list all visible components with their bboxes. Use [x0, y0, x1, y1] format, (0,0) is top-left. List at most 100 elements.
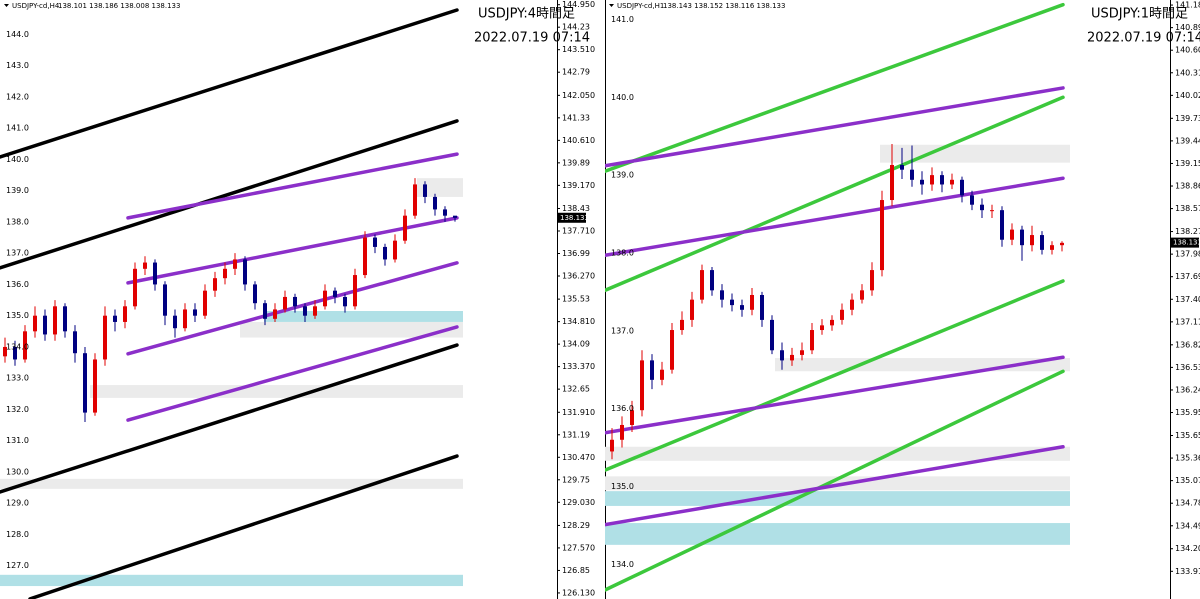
y-tick-label: 134.810: [562, 317, 595, 326]
candle-body: [920, 179, 924, 185]
inner-price-label: 130.0: [6, 467, 29, 476]
candle-body: [393, 240, 397, 260]
inner-price-label: 142.0: [6, 92, 29, 101]
y-tick-label: 126.85: [562, 566, 590, 575]
trend-line: [28, 454, 459, 599]
candle-body: [870, 270, 874, 291]
y-tick-label: 136.240: [1175, 385, 1200, 394]
candle-body: [253, 284, 257, 304]
y-tick-label: 136.270: [562, 271, 595, 280]
last-price-label: 138.133: [1173, 239, 1200, 247]
candle-body: [650, 360, 654, 380]
candle-body: [750, 294, 754, 310]
trend-line: [0, 119, 459, 270]
y-tick-label: 142.79: [562, 68, 590, 77]
candle-body: [213, 278, 217, 291]
trend-line: [605, 369, 1065, 592]
inner-price-label: 141.0: [611, 15, 634, 24]
price-zone: [0, 478, 463, 489]
candle-body: [383, 246, 387, 260]
quote-label: 138.143 138.152 138.116 138.133: [663, 2, 785, 10]
price-zone: [605, 523, 1070, 545]
candle-body: [830, 319, 834, 326]
y-tick-label: 126.130: [562, 588, 595, 597]
y-tick-label: 135.53: [562, 295, 590, 304]
candle-body: [323, 290, 327, 307]
trend-line: [126, 216, 459, 285]
y-tick-label: 133.370: [562, 362, 595, 371]
trend-line: [605, 86, 1065, 168]
y-tick-label: 137.405: [1175, 295, 1200, 304]
candle-body: [930, 175, 934, 185]
candle-body: [143, 262, 147, 269]
candle-body: [3, 346, 7, 357]
y-tick-label: 143.510: [562, 45, 595, 54]
price-zone: [240, 321, 463, 338]
candle-body: [850, 299, 854, 310]
candle-body: [630, 410, 634, 425]
y-tick-label: 134.09: [562, 340, 590, 349]
candle-body: [710, 270, 714, 291]
candle-body: [83, 353, 87, 413]
trend-line: [126, 261, 459, 356]
candle-body: [730, 299, 734, 306]
trend-line: [126, 152, 459, 220]
candle-body: [193, 309, 197, 316]
candle-body: [690, 299, 694, 320]
y-tick-label: 139.440: [1175, 136, 1200, 145]
candle-body: [960, 179, 964, 196]
candle-body: [1060, 242, 1064, 246]
candle-body: [153, 262, 157, 285]
candle-body: [800, 350, 804, 355]
candle-body: [1050, 245, 1054, 250]
inner-price-label: 131.0: [6, 436, 29, 445]
candle-body: [880, 200, 884, 271]
trend-line: [0, 343, 459, 494]
inner-price-label: 137.0: [6, 249, 29, 258]
candle-body: [223, 268, 227, 279]
inner-price-label: 138.0: [611, 248, 634, 257]
candle-body: [640, 360, 644, 411]
dropdown-icon: [4, 4, 9, 7]
y-tick-label: 137.115: [1175, 317, 1200, 326]
inner-price-label: 140.0: [611, 93, 634, 102]
y-tick-label: 132.65: [562, 385, 590, 394]
y-tick-label: 133.910: [1175, 567, 1200, 576]
quote-label: 138.101 138.186 138.008 138.133: [58, 2, 180, 10]
trend-line: [0, 8, 459, 159]
y-tick-label: 139.170: [562, 181, 595, 190]
candle-body: [443, 209, 447, 216]
last-price-box: [1171, 237, 1199, 248]
candle-body: [373, 237, 377, 247]
price-zone: [0, 574, 463, 587]
y-tick-label: 138.860: [1175, 182, 1200, 191]
plot-area: [0, 8, 463, 599]
y-tick-label: 134.785: [1175, 499, 1200, 508]
candle-body: [1040, 235, 1044, 250]
price-zone: [880, 144, 1070, 163]
candle-body: [990, 210, 994, 212]
inner-price-label: 139.0: [6, 186, 29, 195]
y-tick-label: 130.470: [562, 453, 595, 462]
candle-body: [413, 184, 417, 216]
candle-body: [890, 165, 894, 201]
symbol-label: USDJPY-cd,H4: [12, 2, 60, 10]
candle-body: [23, 331, 27, 360]
candle-body: [173, 315, 177, 329]
candle-body: [133, 268, 137, 307]
y-tick-label: 136.530: [1175, 363, 1200, 372]
y-tick-label: 140.315: [1175, 68, 1200, 77]
inner-price-label: 133.0: [6, 374, 29, 383]
y-tick-label: 135.950: [1175, 408, 1200, 417]
candle-body: [403, 215, 407, 241]
candle-body: [1010, 229, 1014, 240]
inner-price-label: 136.0: [611, 404, 634, 413]
candle-body: [970, 195, 974, 205]
candle-body: [43, 315, 47, 335]
trend-line: [605, 355, 1065, 435]
trend-line: [126, 325, 459, 422]
dropdown-icon: [609, 4, 614, 7]
y-tick-label: 138.570: [1175, 204, 1200, 213]
candle-body: [93, 359, 97, 413]
y-tick-label: 129.75: [562, 475, 590, 484]
